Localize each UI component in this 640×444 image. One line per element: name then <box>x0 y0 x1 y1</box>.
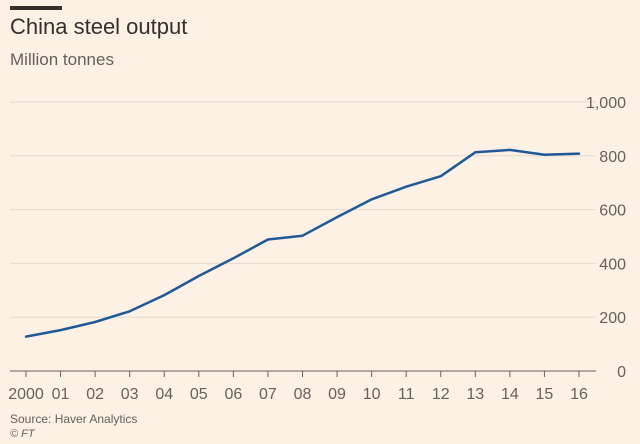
x-tick-label: 15 <box>536 386 554 403</box>
source-note: Source: Haver Analytics <box>10 412 138 426</box>
y-tick-label: 400 <box>599 256 626 273</box>
y-tick-label: 800 <box>599 149 626 166</box>
y-tick-label: 200 <box>599 310 626 327</box>
y-axis: 0 200 400 600 800 1,000 <box>586 95 626 381</box>
x-tick-label: 10 <box>363 386 381 403</box>
x-tick-label: 06 <box>224 386 242 403</box>
x-tick-label: 01 <box>52 386 70 403</box>
x-tick-label: 13 <box>466 386 484 403</box>
x-tick-label: 02 <box>86 386 104 403</box>
x-tick-label: 07 <box>259 386 277 403</box>
series-layer <box>24 148 581 338</box>
x-tick-labels: 2000 01 02 03 04 05 06 07 08 09 10 11 12 13 14 15 16 <box>8 371 588 403</box>
steel-output-line <box>24 148 581 338</box>
x-tick-label: 16 <box>570 386 588 403</box>
x-tick-label: 04 <box>155 386 173 403</box>
x-tick-label: 14 <box>501 386 519 403</box>
x-tick-label: 09 <box>328 386 346 403</box>
chart-title: China steel output <box>10 14 188 39</box>
x-tick-label: 08 <box>294 386 312 403</box>
y-tick-label: 1,000 <box>586 95 626 112</box>
accent-bar <box>10 6 62 10</box>
x-tick-label: 11 <box>398 386 415 403</box>
gridlines <box>10 101 596 318</box>
y-tick-label: 0 <box>617 364 626 381</box>
x-tick-label: 2000 <box>8 386 44 403</box>
ft-credit: © FT <box>10 428 35 440</box>
chart-subtitle: Million tonnes <box>10 50 114 69</box>
y-tick-label: 600 <box>599 203 626 220</box>
x-tick-label: 12 <box>432 386 450 403</box>
x-tick-label: 05 <box>190 386 208 403</box>
x-tick-label: 03 <box>121 386 139 403</box>
